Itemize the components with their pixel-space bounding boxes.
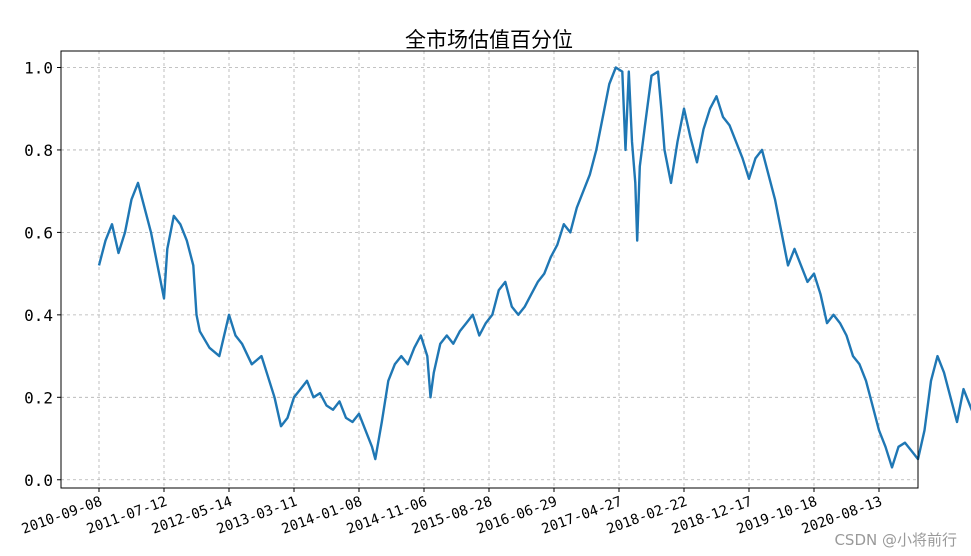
x-axis: 2010-09-082011-07-122012-05-142013-03-11… xyxy=(20,488,884,538)
plot-frame xyxy=(60,50,919,489)
y-tick-label: 0.2 xyxy=(24,388,53,407)
series-line xyxy=(97,66,971,469)
y-tick-label: 0.6 xyxy=(24,223,53,242)
y-tick-label: 0.8 xyxy=(24,141,53,160)
grid xyxy=(61,51,918,488)
y-tick-label: 0.0 xyxy=(24,471,53,490)
y-tick-label: 0.4 xyxy=(24,306,53,325)
y-tick-label: 1.0 xyxy=(24,58,53,77)
chart-title: 全市场估值百分位 xyxy=(405,28,573,52)
watermark: CSDN @小将前行 xyxy=(834,531,957,549)
y-axis: 0.0 0.2 0.4 0.6 0.8 1.0 xyxy=(24,58,61,490)
